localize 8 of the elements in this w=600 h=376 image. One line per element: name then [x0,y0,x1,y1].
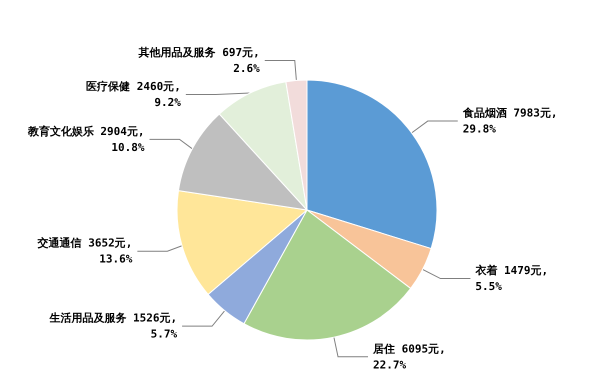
slice-label: 医疗保健 2460元, 9.2% [86,80,182,109]
slice-label: 生活用品及服务 1526元, 5.7% [48,312,178,341]
slice-label: 居住 6095元, 22.7% [372,342,446,372]
slice-label: 食品烟酒 7983元, 29.8% [462,106,558,136]
slice-label: 交通通信 3652元, 13.6% [36,236,133,266]
slice-label: 衣着 1479元, 5.5% [474,264,548,294]
slice-label: 教育文化娱乐 2904元, 10.8% [26,124,145,154]
slice-label: 其他用品及服务 697元, 2.6% [138,46,260,75]
